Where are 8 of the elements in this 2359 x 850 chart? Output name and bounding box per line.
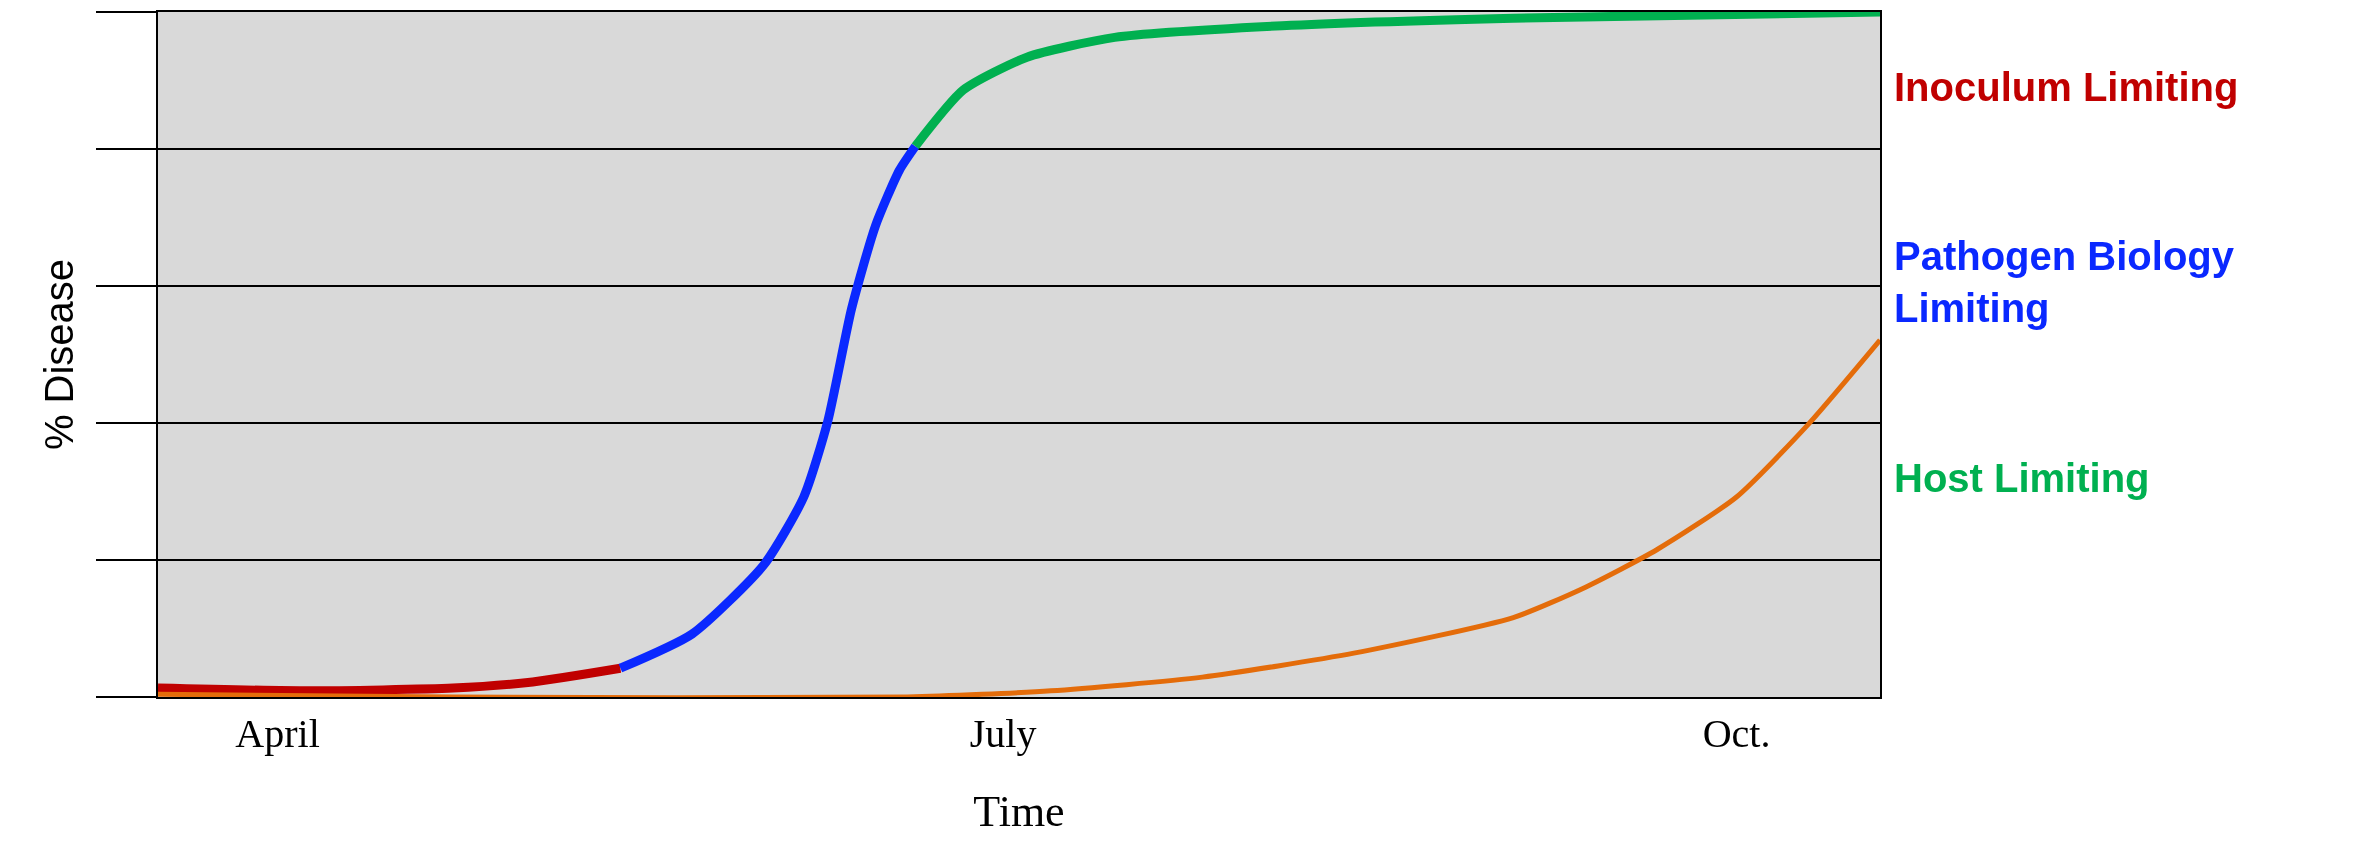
text: Host Limiting [1894,456,2150,500]
y-axis-title: % Disease [37,258,81,451]
x-axis-title: Time [973,786,1065,836]
text: Inoculum Limiting [1894,65,2239,109]
x-tick-label: April [235,711,320,756]
x-tick-label: Oct. [1702,711,1771,756]
x-tick-label: July [969,711,1037,756]
text: Pathogen Biology Limiting [1894,234,2235,330]
